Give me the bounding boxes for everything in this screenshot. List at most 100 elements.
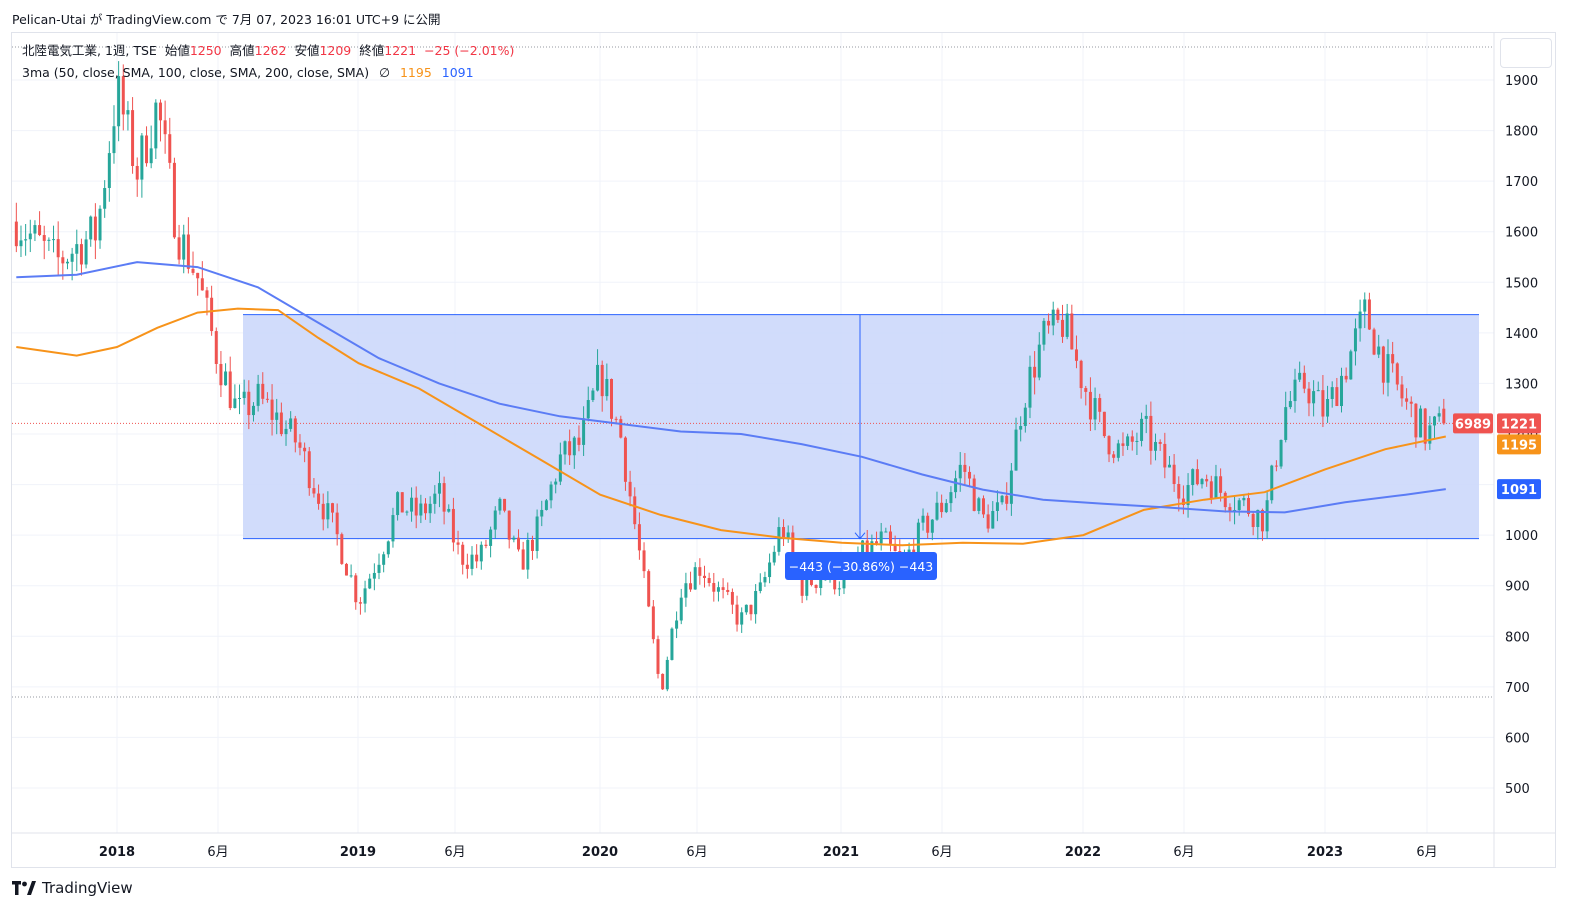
candle-up[interactable] bbox=[372, 572, 376, 579]
candle-up[interactable] bbox=[326, 503, 330, 520]
candle-down[interactable] bbox=[1102, 411, 1106, 437]
candle-down[interactable] bbox=[340, 534, 344, 564]
candle-up[interactable] bbox=[182, 234, 186, 260]
candle-down[interactable] bbox=[1251, 513, 1255, 528]
candle-up[interactable] bbox=[1340, 375, 1344, 407]
candle-down[interactable] bbox=[735, 604, 739, 625]
candle-up[interactable] bbox=[1358, 311, 1362, 329]
candle-up[interactable] bbox=[75, 244, 79, 254]
hidden-eye-icon[interactable]: ∅ bbox=[379, 65, 390, 80]
legend-symbol[interactable]: 北陸電気工業, 1週, TSE bbox=[22, 43, 157, 58]
candle-down[interactable] bbox=[1056, 309, 1060, 320]
candle-down[interactable] bbox=[517, 537, 521, 550]
candle-down[interactable] bbox=[1205, 479, 1209, 482]
candle-up[interactable] bbox=[1023, 407, 1027, 427]
candle-down[interactable] bbox=[609, 378, 613, 419]
tradingview-logo-icon[interactable] bbox=[12, 881, 36, 895]
candle-up[interactable] bbox=[572, 437, 576, 456]
candle-down[interactable] bbox=[168, 134, 172, 163]
candle-up[interactable] bbox=[777, 527, 781, 552]
candle-up[interactable] bbox=[1019, 426, 1023, 430]
candle-up[interactable] bbox=[479, 544, 483, 562]
candle-up[interactable] bbox=[1256, 509, 1260, 528]
candle-down[interactable] bbox=[344, 563, 348, 576]
candle-up[interactable] bbox=[1009, 470, 1013, 504]
sma200-line[interactable] bbox=[16, 261, 1446, 514]
candle-down[interactable] bbox=[888, 531, 892, 544]
candle-up[interactable] bbox=[819, 579, 823, 588]
candle-up[interactable] bbox=[284, 428, 288, 435]
candle-down[interactable] bbox=[1219, 476, 1223, 493]
candle-down[interactable] bbox=[1107, 436, 1111, 455]
candle-down[interactable] bbox=[656, 639, 660, 674]
candle-up[interactable] bbox=[428, 503, 432, 514]
candle-up[interactable] bbox=[493, 510, 497, 530]
candle-up[interactable] bbox=[1116, 443, 1120, 458]
candle-up[interactable] bbox=[1144, 415, 1148, 419]
candle-down[interactable] bbox=[623, 437, 627, 482]
candle-down[interactable] bbox=[619, 419, 623, 438]
candle-up[interactable] bbox=[1284, 407, 1288, 440]
candle-down[interactable] bbox=[782, 527, 786, 539]
candle-up[interactable] bbox=[1014, 429, 1018, 471]
legend-ma-label[interactable]: 3ma (50, close, SMA, 100, close, SMA, 20… bbox=[22, 65, 370, 80]
candle-up[interactable] bbox=[586, 400, 590, 419]
candle-up[interactable] bbox=[242, 391, 246, 399]
candle-down[interactable] bbox=[1260, 509, 1264, 532]
candle-down[interactable] bbox=[358, 602, 362, 604]
candle-down[interactable] bbox=[414, 497, 418, 516]
candle-down[interactable] bbox=[461, 544, 465, 565]
candle-down[interactable] bbox=[1400, 384, 1404, 399]
candle-down[interactable] bbox=[698, 567, 702, 576]
candle-up[interactable] bbox=[1279, 439, 1283, 467]
candle-down[interactable] bbox=[1395, 363, 1399, 385]
candle-up[interactable] bbox=[28, 233, 32, 240]
candle-down[interactable] bbox=[298, 442, 302, 448]
candle-down[interactable] bbox=[1158, 441, 1162, 444]
candle-up[interactable] bbox=[558, 454, 562, 482]
footer-brand[interactable]: TradingView bbox=[42, 879, 133, 897]
candle-up[interactable] bbox=[65, 261, 69, 264]
candle-up[interactable] bbox=[884, 531, 888, 533]
candle-down[interactable] bbox=[186, 234, 190, 269]
candle-up[interactable] bbox=[126, 110, 130, 115]
candle-down[interactable] bbox=[1074, 349, 1078, 361]
candle-up[interactable] bbox=[1242, 498, 1246, 501]
candle-up[interactable] bbox=[140, 135, 144, 180]
candle-down[interactable] bbox=[1228, 507, 1232, 513]
candle-up[interactable] bbox=[758, 582, 762, 591]
candle-down[interactable] bbox=[1177, 484, 1181, 499]
candle-up[interactable] bbox=[1093, 398, 1097, 420]
candle-up[interactable] bbox=[805, 572, 809, 596]
candle-up[interactable] bbox=[1326, 398, 1330, 417]
candle-down[interactable] bbox=[247, 391, 251, 416]
candle-up[interactable] bbox=[349, 575, 353, 577]
candle-down[interactable] bbox=[940, 502, 944, 513]
candle-down[interactable] bbox=[214, 331, 218, 364]
candle-up[interactable] bbox=[1288, 401, 1292, 408]
sma100-line[interactable] bbox=[16, 307, 1447, 547]
candle-up[interactable] bbox=[396, 492, 400, 516]
candle-up[interactable] bbox=[1140, 418, 1144, 441]
candle-up[interactable] bbox=[363, 588, 367, 604]
candle-down[interactable] bbox=[530, 539, 534, 551]
candle-down[interactable] bbox=[475, 554, 479, 562]
candle-up[interactable] bbox=[1000, 495, 1004, 503]
candle-up[interactable] bbox=[107, 153, 111, 188]
candle-down[interactable] bbox=[321, 503, 325, 520]
candle-up[interactable] bbox=[763, 577, 767, 583]
candle-down[interactable] bbox=[451, 508, 455, 543]
candle-down[interactable] bbox=[145, 135, 149, 164]
candle-up[interactable] bbox=[112, 126, 116, 154]
candle-up[interactable] bbox=[768, 562, 772, 578]
candle-up[interactable] bbox=[368, 578, 372, 589]
candle-down[interactable] bbox=[1381, 346, 1385, 383]
candle-down[interactable] bbox=[1405, 398, 1409, 402]
candle-down[interactable] bbox=[926, 515, 930, 533]
candle-up[interactable] bbox=[949, 492, 953, 504]
candle-down[interactable] bbox=[172, 162, 176, 238]
candle-down[interactable] bbox=[507, 510, 511, 540]
candle-up[interactable] bbox=[1428, 425, 1432, 444]
candle-down[interactable] bbox=[968, 471, 972, 479]
